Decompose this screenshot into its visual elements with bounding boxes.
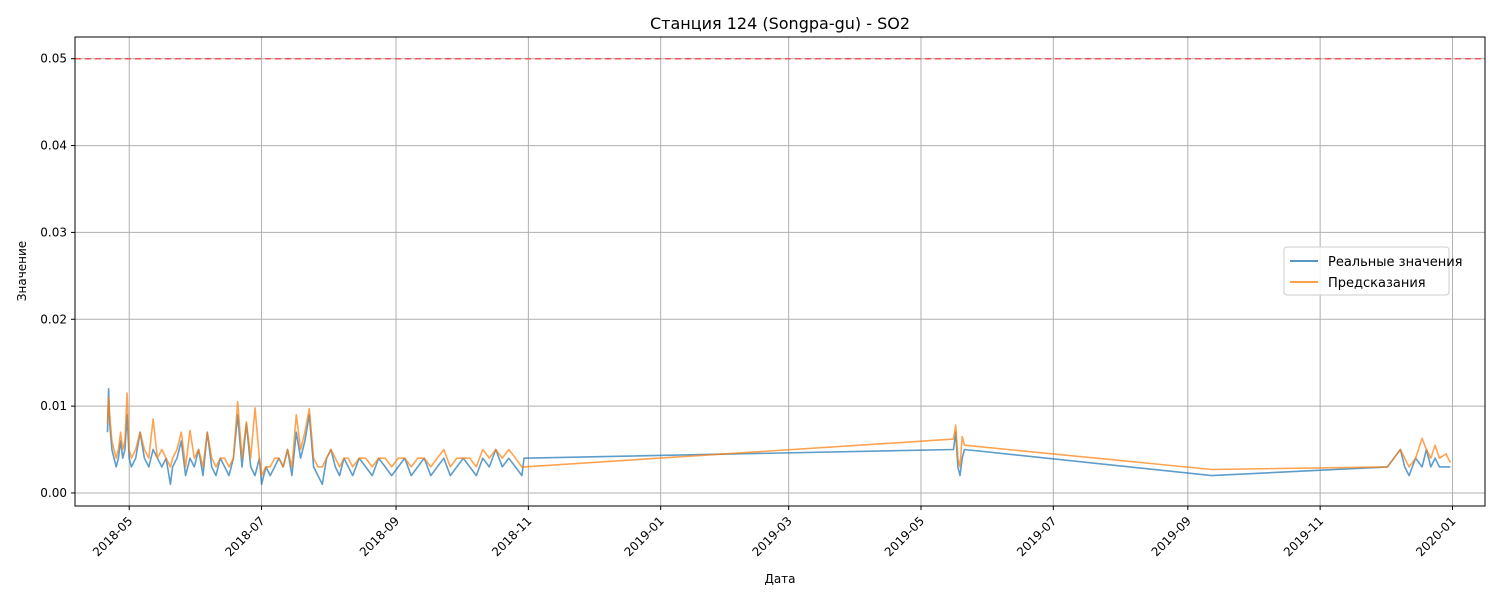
y-tick-label: 0.00 (40, 486, 67, 500)
series-group (106, 387, 1452, 486)
series-line-actual (106, 387, 1451, 486)
y-tick-label: 0.02 (40, 312, 67, 326)
chart-title: Станция 124 (Songpa-gu) - SO2 (650, 14, 910, 33)
y-axis-title: Значение (15, 241, 29, 301)
y-tick-label: 0.03 (40, 225, 67, 239)
y-tick-label: 0.01 (40, 399, 67, 413)
legend: Реальные значения Предсказания (1283, 246, 1463, 296)
legend-label: Предсказания (1328, 276, 1426, 291)
series-line-predicted (106, 392, 1452, 477)
x-axis-title: Дата (764, 572, 795, 586)
y-tick-label: 0.04 (40, 139, 67, 153)
legend-label: Реальные значения (1328, 255, 1463, 270)
legend-box (1283, 246, 1450, 296)
y-axis: 0.00 0.01 0.02 0.03 0.04 0.05 (40, 52, 75, 500)
y-tick-label: 0.05 (40, 52, 67, 66)
plot-frame (74, 36, 1486, 507)
